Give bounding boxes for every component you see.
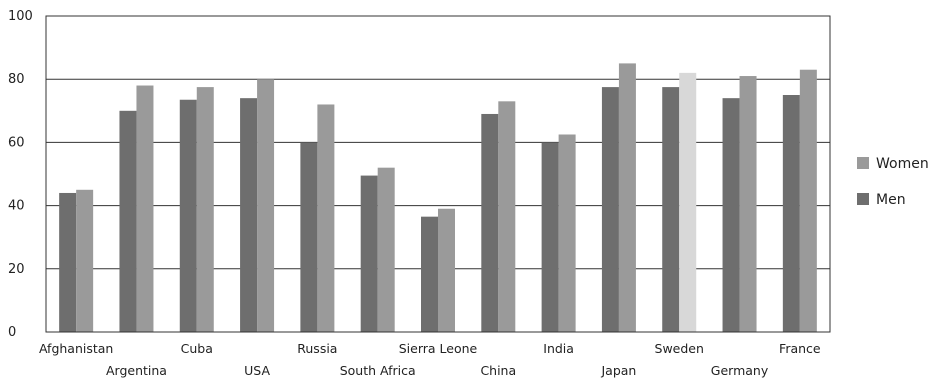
legend-swatch-men xyxy=(857,193,869,205)
bar-women-india xyxy=(558,134,576,332)
bar-men-sweden xyxy=(662,87,680,332)
bar-men-germany xyxy=(722,98,740,332)
bar-men-india xyxy=(541,142,559,332)
bar-women-russia xyxy=(317,104,335,332)
category-label-sweden: Sweden xyxy=(655,341,704,356)
y-tick-label: 0 xyxy=(8,325,16,340)
bar-men-russia xyxy=(300,142,318,332)
category-label-cuba: Cuba xyxy=(181,341,213,356)
bar-women-sweden xyxy=(679,72,697,332)
bar-women-usa xyxy=(257,79,275,332)
category-label-argentina: Argentina xyxy=(106,363,167,378)
bar-women-sierra-leone xyxy=(438,208,455,332)
bar-women-argentina xyxy=(136,85,154,333)
y-axis-tick-labels: 0 20 40 60 80 100 xyxy=(8,9,33,340)
bar-men-argentina xyxy=(119,110,137,332)
bar-women-cuba xyxy=(196,87,214,332)
bar-men-cuba xyxy=(179,99,197,333)
bar-men-france xyxy=(782,95,800,332)
category-label-south-africa: South Africa xyxy=(340,363,416,378)
y-tick-label: 40 xyxy=(8,199,25,214)
category-label-germany: Germany xyxy=(711,363,769,378)
bar-women-south-africa xyxy=(377,167,395,332)
category-label-usa: USA xyxy=(244,363,270,378)
bar-men-china xyxy=(481,113,499,333)
legend-swatch-women xyxy=(857,157,869,169)
y-tick-label: 20 xyxy=(8,262,25,277)
bar-men-sierra-leone xyxy=(421,216,438,332)
category-label-japan: Japan xyxy=(600,363,636,378)
legend-label-women: Women xyxy=(876,156,929,172)
bar-men-south-africa xyxy=(360,175,378,332)
bars xyxy=(59,63,817,333)
bar-women-japan xyxy=(618,63,636,333)
category-label-india: India xyxy=(543,341,574,356)
bar-men-afghanistan xyxy=(59,192,77,332)
bar-men-usa xyxy=(240,98,258,332)
legend: Women Men xyxy=(857,156,929,208)
category-label-russia: Russia xyxy=(297,341,337,356)
y-tick-label: 80 xyxy=(8,72,25,87)
y-tick-label: 60 xyxy=(8,135,25,150)
category-label-afghanistan: Afghanistan xyxy=(39,341,113,356)
bar-women-china xyxy=(498,101,516,332)
legend-label-men: Men xyxy=(876,192,906,208)
bar-women-afghanistan xyxy=(76,189,94,332)
bar-women-germany xyxy=(739,76,757,332)
bar-women-france xyxy=(799,69,817,332)
bar-men-japan xyxy=(601,87,619,332)
plot-frame xyxy=(45,15,831,333)
category-label-sierra-leone: Sierra Leone xyxy=(399,341,478,356)
category-label-france: France xyxy=(779,341,821,356)
y-tick-label: 100 xyxy=(8,9,33,24)
category-label-china: China xyxy=(480,363,516,378)
